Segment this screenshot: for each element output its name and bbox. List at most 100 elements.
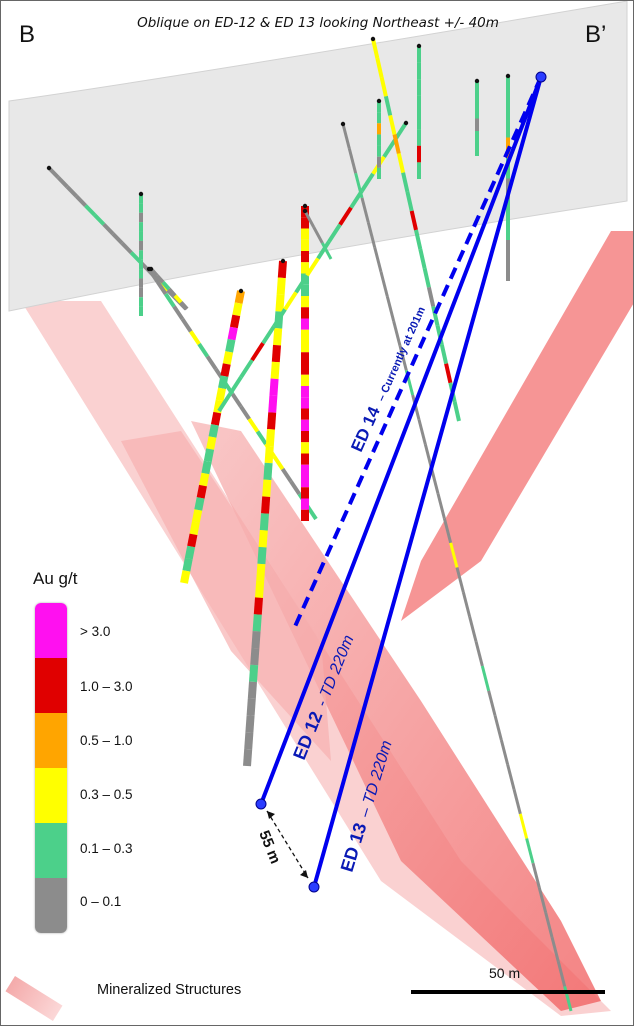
drill-collar (138, 191, 144, 197)
drill-interval (227, 326, 238, 341)
drill-interval (422, 267, 431, 288)
drill-interval (269, 378, 279, 396)
drill-interval (275, 294, 285, 312)
drill-collar (474, 78, 480, 84)
drill-interval (187, 533, 198, 548)
drill-interval (305, 505, 318, 521)
drill-interval (550, 936, 560, 963)
drill-interval (239, 405, 251, 421)
drill-interval (184, 545, 196, 560)
drill-interval (303, 210, 315, 228)
drill-interval (179, 300, 189, 311)
drill-interval (261, 496, 271, 514)
drill-interval (518, 813, 529, 839)
drill-interval (537, 887, 548, 913)
drill-interval (172, 305, 185, 321)
drill-interval (373, 246, 383, 273)
drill-interval (426, 286, 436, 307)
drill-interval (272, 308, 287, 328)
drill-interval (360, 172, 375, 192)
drill-interval (263, 462, 273, 481)
drill-interval (56, 176, 69, 189)
drill-collar (238, 288, 244, 294)
drill-interval (327, 223, 342, 243)
legend-color-bar (35, 603, 67, 933)
drill-interval (388, 114, 397, 135)
drill-interval (259, 513, 269, 531)
drill-interval (250, 342, 265, 362)
ed12-trace (259, 76, 543, 805)
drill-collar (46, 165, 52, 171)
drill-interval (191, 509, 203, 523)
drill-interval (493, 714, 503, 741)
ed12-end-marker (255, 798, 267, 810)
drill-interval (253, 597, 263, 615)
drill-interval (341, 123, 351, 150)
drill-interval (392, 134, 401, 155)
drill-interval (316, 240, 331, 260)
drill-interval (215, 387, 226, 402)
drill-interval (371, 38, 380, 59)
drill-interval (252, 614, 262, 632)
drill-interval (418, 248, 427, 269)
structures-legend-label: Mineralized Structures (97, 982, 242, 998)
drill-interval (398, 345, 408, 371)
drill-interval (155, 274, 165, 284)
drill-interval (189, 330, 201, 346)
legend-label: 0.5 – 1.0 (80, 733, 133, 748)
drill-interval (213, 399, 224, 414)
legend-label: 0.3 – 0.5 (80, 787, 133, 802)
drill-interval (262, 479, 272, 497)
drill-interval (439, 344, 449, 365)
mineralized-structure (121, 431, 331, 761)
drill-interval (321, 242, 333, 260)
drill-interval (461, 591, 472, 618)
drill-interval (65, 185, 78, 198)
legend-label: 0 – 0.1 (80, 894, 122, 909)
drill-interval (268, 395, 278, 413)
drill-interval (338, 206, 353, 226)
drill-interval (305, 257, 320, 277)
drill-interval (531, 862, 541, 889)
legend-swatch-0-01 (35, 878, 67, 933)
drill-interval (194, 497, 205, 511)
drill-interval (264, 445, 274, 464)
drill-interval (197, 342, 210, 358)
spacing-arrowhead (300, 870, 308, 878)
drill-interval (229, 314, 241, 329)
legend-label: 1.0 – 3.0 (80, 679, 133, 694)
drill-interval (255, 580, 265, 598)
drill-collar (416, 43, 422, 49)
drill-interval (102, 223, 115, 236)
ed13-trace (312, 76, 543, 888)
drill-interval (276, 277, 286, 295)
drill-interval (265, 429, 275, 447)
drill-interval (312, 226, 324, 244)
legend-swatch-01-03 (35, 823, 67, 878)
drill-interval (379, 76, 388, 97)
svg-text:55 m: 55 m (255, 828, 284, 866)
drill-interval (161, 280, 171, 291)
drill-interval (270, 361, 280, 380)
drill-collar (505, 73, 511, 79)
drill-interval (232, 302, 243, 317)
drill-interval (220, 363, 231, 377)
scale-bar (411, 990, 605, 994)
drill-interval (431, 305, 440, 326)
drill-interval (258, 530, 268, 548)
spacing-label: 55 m (255, 828, 284, 866)
mineralized-structure (191, 421, 601, 1011)
drill-interval (120, 241, 133, 254)
drill-interval (401, 172, 410, 193)
drill-interval (271, 344, 281, 363)
drill-interval (449, 542, 459, 568)
drill-interval (417, 419, 427, 445)
legend-swatch-03-05 (35, 768, 67, 823)
ed14-trace (291, 76, 543, 632)
drill-interval (382, 138, 397, 158)
drill-collar (370, 36, 376, 42)
drill-interval (93, 213, 106, 226)
drill-interval (230, 392, 243, 408)
drill-collar (302, 203, 308, 209)
drill-interval (173, 294, 183, 304)
